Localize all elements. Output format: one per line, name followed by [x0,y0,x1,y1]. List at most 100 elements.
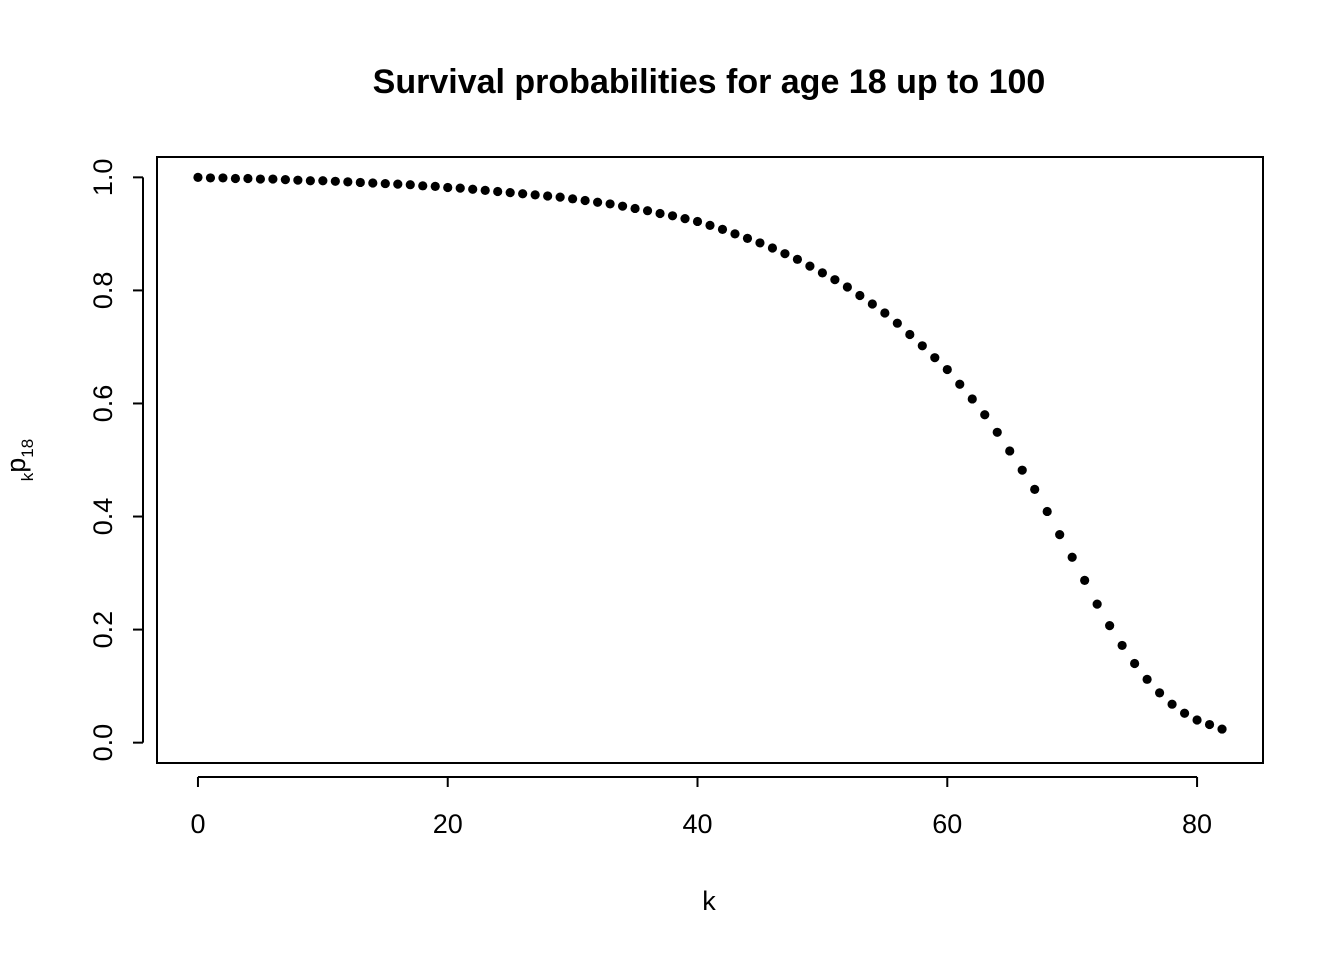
data-point [1042,506,1052,517]
data-point [418,181,428,191]
y-tick-label: 0.2 [88,611,118,649]
data-point [305,176,315,186]
data-point [980,410,990,420]
data-point [1092,599,1102,609]
data-point [655,208,665,219]
y-axis-label-suffix: 18 [18,439,37,458]
data-point [393,179,403,189]
y-tick-label: 0.0 [88,724,118,762]
data-point [518,189,528,199]
data-point [330,176,340,186]
data-point [1217,724,1227,734]
x-tick-label: 0 [190,809,205,839]
data-point [555,192,565,202]
data-point [380,178,390,189]
y-tick-label: 0.4 [88,498,118,536]
data-point [630,203,640,214]
y-axis-label-main: p [1,458,31,473]
data-points [193,172,1227,734]
data-point [742,233,753,244]
data-point [1005,446,1015,456]
data-point [1167,699,1177,709]
data-point [368,178,378,188]
x-tick-label: 20 [433,809,463,839]
data-point [992,427,1002,437]
data-point [817,268,827,278]
data-point [568,194,578,204]
data-point [243,173,253,184]
data-point [293,175,303,185]
data-point [1117,640,1127,651]
x-axis-label: k [702,886,716,916]
data-point [280,175,290,185]
data-point [780,249,790,259]
data-point [1105,621,1115,631]
data-point [605,199,615,209]
y-axis-label: kp18 [1,439,37,481]
data-point [942,364,952,375]
x-tick-label: 80 [1182,809,1212,839]
data-point [468,184,478,194]
data-point [855,290,865,301]
data-point [967,394,977,404]
data-point [917,341,927,351]
data-point [805,261,815,271]
chart-title: Survival probabilities for age 18 up to … [373,63,1046,101]
y-tick-label: 0.6 [88,385,118,423]
data-point [717,224,728,234]
data-point [1067,552,1077,562]
x-tick-label: 40 [682,809,712,839]
data-point [405,180,415,190]
data-point [667,211,678,221]
data-point [755,238,765,248]
y-tick-label: 0.8 [88,272,118,310]
data-point [230,173,241,184]
data-point [530,190,540,200]
data-point [1055,530,1065,540]
data-point [255,174,266,184]
data-point [767,243,778,253]
data-point [1192,715,1202,725]
data-point [905,329,915,340]
data-point [880,308,890,318]
data-point [730,229,740,239]
data-point [1017,465,1027,475]
data-point [505,188,515,198]
data-point [543,191,553,201]
data-point [955,379,965,389]
data-point [692,216,703,227]
data-point [642,206,653,216]
x-tick-label: 60 [932,809,962,839]
data-point [617,201,628,211]
data-point [1204,719,1215,730]
data-point [1080,575,1090,586]
data-point [580,195,590,206]
y-axis-label-prefix: k [18,472,37,481]
data-point [1142,674,1152,684]
data-point [493,186,503,197]
data-point [268,174,278,184]
data-point [218,173,228,183]
data-point [792,254,803,264]
data-point [343,177,353,187]
data-point [593,197,603,207]
data-point [443,182,453,193]
y-tick-label: 1.0 [88,159,118,197]
data-point [1179,708,1190,718]
data-point [830,275,840,285]
data-point [455,183,465,193]
data-point [930,353,940,363]
data-point [1154,688,1165,698]
data-point [205,173,216,183]
data-point [430,181,440,191]
data-point [193,172,203,182]
data-point [480,185,490,195]
data-point [842,282,852,292]
data-point [1130,658,1140,669]
data-point [680,214,690,224]
data-point [705,220,715,231]
x-axis: 0 20 40 60 80 [190,776,1212,839]
data-point [867,299,877,309]
data-point [892,318,902,328]
